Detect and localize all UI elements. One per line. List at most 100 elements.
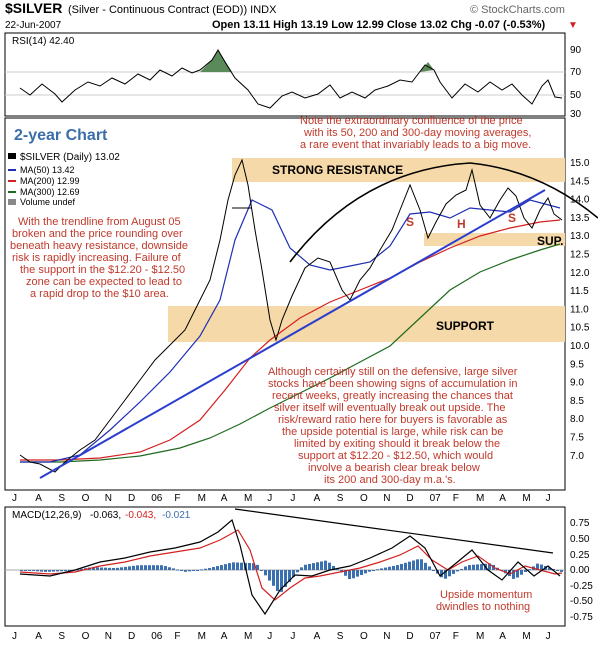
macd-histogram-bar <box>292 570 295 578</box>
macd-histogram-bar <box>424 562 427 570</box>
month-label: D <box>128 493 135 504</box>
macd-line <box>19 518 561 616</box>
macd-histogram-bar <box>184 570 187 572</box>
month-label: J <box>12 493 17 504</box>
macd-histogram-bar <box>352 570 355 579</box>
month-label: S <box>337 493 344 504</box>
macd-histogram-bar <box>348 570 351 580</box>
month-label: M <box>476 493 484 504</box>
macd-histogram-bar <box>368 570 371 572</box>
month-label: A <box>314 631 321 642</box>
macd-histogram-bar <box>160 565 163 570</box>
watermark: © StockCharts.com <box>470 4 565 16</box>
macd-histogram-bar <box>104 567 107 570</box>
macd-histogram-bar <box>20 570 23 571</box>
month-label: N <box>383 493 390 504</box>
macd-histogram-bar <box>552 568 555 570</box>
macd-histogram-bar <box>68 570 71 571</box>
macd-histogram-bar <box>248 563 251 570</box>
macd-histogram-bar <box>148 565 151 570</box>
macd-histogram-bar <box>168 567 171 570</box>
ma50-line <box>20 199 561 463</box>
annotation-bottom-7: limited by exiting should it break below… <box>294 438 500 450</box>
hs-left-shoulder: S <box>406 215 414 229</box>
macd-histogram-bar <box>312 563 315 570</box>
annotation-left-5: the support in the $12.20 - $12.50 <box>20 264 185 276</box>
month-label: O <box>360 493 368 504</box>
macd-histogram-bar <box>400 563 403 570</box>
macd-tick-label: -0.75 <box>570 612 593 623</box>
month-label: 06 <box>151 493 163 504</box>
annotation-bottom-4: silver itself will eventually break out … <box>274 402 506 414</box>
macd-histogram-bar <box>336 569 339 571</box>
chart-symbol: $SILVER <box>5 0 62 16</box>
macd-histogram-bar <box>80 568 83 570</box>
macd-histogram-bar <box>384 567 387 570</box>
macd-histogram-bar <box>56 570 59 572</box>
month-label: A <box>221 631 228 642</box>
legend-ma200: MA(200) 12.99 <box>20 176 80 186</box>
macd-histogram-bar <box>76 569 79 571</box>
support-zone <box>168 306 565 342</box>
macd-histogram-bar <box>288 570 291 583</box>
rsi-overbought-fill-2 <box>420 62 434 72</box>
support-label: SUPPORT <box>436 319 495 333</box>
annotation-bottom-6: the upside potential is large, while ris… <box>282 426 503 438</box>
macd-histogram-bar <box>24 570 27 571</box>
month-label: D <box>128 631 135 642</box>
annotation-left-3: beneath heavy resistance, downside <box>10 240 188 252</box>
macd-histogram-bar <box>64 570 67 572</box>
price-tick-label: 8.0 <box>570 414 584 425</box>
price-tick-label: 11.5 <box>570 286 589 297</box>
macd-histogram-bar <box>112 568 115 570</box>
month-label: J <box>267 631 272 642</box>
macd-value: -0.063, <box>90 510 121 521</box>
macd-histogram-bar <box>556 570 559 571</box>
hs-head: H <box>457 217 466 231</box>
macd-label: MACD(12,26,9) <box>12 510 81 521</box>
macd-histogram-bar <box>428 566 431 570</box>
uptrend-line <box>39 189 546 479</box>
month-label: S <box>337 631 344 642</box>
legend-ma300: MA(300) 12.69 <box>20 187 80 197</box>
macd-histogram-bar <box>240 562 243 570</box>
price-tick-label: 14.0 <box>570 195 590 206</box>
month-label: A <box>221 493 228 504</box>
month-label: N <box>383 631 390 642</box>
rsi-label: RSI(14) 42.40 <box>12 36 75 47</box>
macd-histogram-bar <box>296 570 299 573</box>
macd-histogram-bar <box>456 570 459 572</box>
macd-histogram-bar <box>392 565 395 570</box>
rsi-overbought-fill <box>200 50 232 72</box>
macd-histogram-bar <box>460 568 463 570</box>
month-label: A <box>499 493 506 504</box>
macd-histogram-bar <box>124 566 127 570</box>
price-tick-label: 15.0 <box>570 158 590 169</box>
macd-histogram-bar <box>320 561 323 570</box>
macd-histogram-bar <box>468 565 471 570</box>
macd-histogram-bar <box>196 570 199 571</box>
legend: $SILVER (Daily) 13.02 MA(50) 13.42 MA(20… <box>8 152 120 207</box>
macd-histogram-bar <box>448 570 451 577</box>
macd-histogram-bar <box>172 568 175 570</box>
rsi-panel: RSI(14) 42.40 <box>4 32 566 117</box>
rsi-line <box>19 49 563 109</box>
macd-histogram-bar <box>224 564 227 570</box>
month-label: D <box>406 631 413 642</box>
macd-histogram-bar <box>228 563 231 570</box>
macd-histogram-bar <box>220 565 223 570</box>
macd-histogram-bar <box>136 565 139 570</box>
macd-histogram-bar <box>60 570 63 572</box>
month-label: J <box>546 631 551 642</box>
macd-annotation-2: dwindles to nothing <box>436 601 530 613</box>
macd-histogram-bar <box>192 570 195 571</box>
macd-histogram-bar <box>276 570 279 592</box>
change-down-icon: ▼ <box>568 20 578 31</box>
macd-histogram-bar <box>300 567 303 570</box>
macd-histogram-bar <box>408 561 411 570</box>
macd-histogram-bar <box>284 570 287 587</box>
annotation-bottom-2: stocks have been showing signs of accumu… <box>268 378 517 390</box>
annotation-left-2: broken and the price rounding over <box>12 228 183 240</box>
legend-volume: Volume undef <box>20 197 76 207</box>
month-label: F <box>174 631 180 642</box>
